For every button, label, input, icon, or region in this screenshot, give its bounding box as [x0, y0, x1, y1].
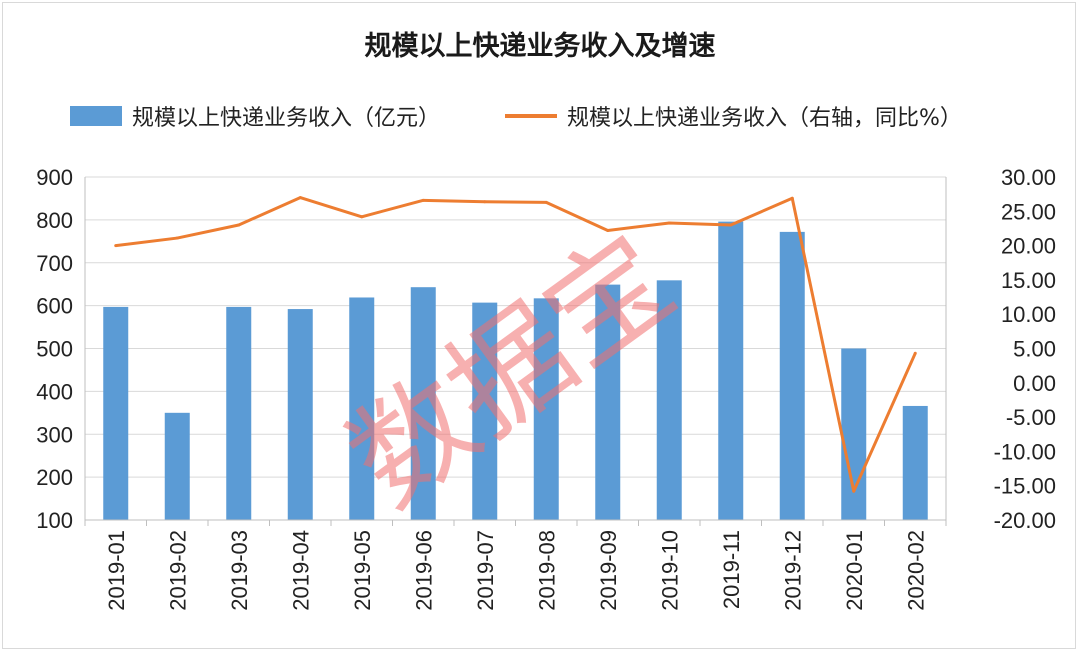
y-left-tick-label: 300	[36, 422, 73, 447]
y-right-tick-label: 20.00	[1001, 234, 1056, 259]
x-tick-label: 2019-10	[657, 530, 682, 611]
y-left-tick-label: 800	[36, 208, 73, 233]
y-left-tick-label: 900	[36, 165, 73, 190]
bar	[595, 284, 621, 520]
line-point	[298, 196, 302, 200]
bar	[349, 297, 375, 520]
bar	[718, 221, 744, 520]
line-point	[852, 489, 856, 493]
x-tick-label: 2019-08	[534, 530, 559, 611]
x-tick-label: 2019-09	[596, 530, 621, 611]
y-right-tick-label: 0.00	[1013, 371, 1056, 396]
axes	[84, 177, 947, 526]
x-tick-label: 2019-11	[719, 530, 744, 609]
y-right-tick-label: -5.00	[1006, 405, 1056, 430]
x-tick-label: 2019-01	[104, 530, 129, 611]
line-point	[114, 244, 118, 248]
chart-title: 规模以上快递业务收入及增速	[364, 31, 716, 62]
y-right-ticks: -20.00 -15.00 -10.00 -5.00 0.00 5.00 10.00 15.0…	[994, 165, 1056, 533]
legend-line-label: 规模以上快递业务收入（右轴，同比%）	[567, 106, 962, 131]
x-tick-label: 2019-06	[411, 530, 436, 611]
bar	[533, 298, 559, 520]
y-right-tick-label: -15.00	[994, 474, 1056, 499]
y-right-tick-label: -10.00	[994, 439, 1056, 464]
y-right-tick-label: 10.00	[1001, 302, 1056, 327]
watermark: 数据宝	[325, 209, 698, 533]
legend-bar-swatch	[70, 106, 122, 126]
y-left-tick-label: 400	[36, 379, 73, 404]
line-point	[360, 215, 364, 219]
bar	[226, 306, 252, 520]
line-point	[729, 223, 733, 227]
bar	[164, 412, 190, 520]
bar	[902, 405, 928, 520]
legend-item-bar: 规模以上快递业务收入（亿元）	[70, 100, 440, 132]
line-point	[544, 200, 548, 204]
legend: 规模以上快递业务收入（亿元） 规模以上快递业务收入（右轴，同比%）	[0, 100, 1080, 134]
y-left-tick-label: 200	[36, 465, 73, 490]
bar	[103, 306, 129, 520]
y-right-tick-label: 5.00	[1013, 337, 1056, 362]
bar	[779, 231, 805, 520]
bar	[472, 302, 498, 520]
bar	[410, 287, 436, 520]
y-left-tick-label: 700	[36, 251, 73, 276]
x-tick-label: 2019-02	[165, 530, 190, 611]
bar	[656, 280, 682, 520]
line-point	[790, 196, 794, 200]
line-point	[237, 223, 241, 227]
y-left-tick-label: 500	[36, 337, 73, 362]
line-point	[483, 200, 487, 204]
y-left-ticks: 100 200 300 400 500 600 700 800 900	[36, 165, 73, 533]
line-point	[175, 236, 179, 240]
bar	[841, 348, 867, 520]
legend-item-line: 规模以上快递业务收入（右轴，同比%）	[505, 100, 962, 132]
x-tick-label: 2020-01	[842, 530, 867, 611]
legend-bar-label: 规模以上快递业务收入（亿元）	[132, 106, 441, 131]
bar-series	[103, 221, 928, 520]
line-point	[913, 351, 917, 355]
x-tick-label: 2019-07	[473, 530, 498, 611]
line-point	[606, 229, 610, 233]
legend-line-swatch	[505, 114, 557, 118]
y-left-tick-label: 600	[36, 294, 73, 319]
y-right-tick-label: 15.00	[1001, 268, 1056, 293]
y-right-tick-label: 25.00	[1001, 199, 1056, 224]
x-tick-label: 2019-05	[350, 530, 375, 611]
bar	[287, 309, 313, 520]
x-tick-label: 2020-02	[903, 530, 928, 611]
x-tick-label: 2019-03	[227, 530, 252, 611]
y-right-tick-label: -20.00	[994, 508, 1056, 533]
y-right-tick-label: 30.00	[1001, 165, 1056, 190]
line-point	[421, 198, 425, 202]
line-point	[667, 221, 671, 225]
x-tick-label: 2019-12	[780, 530, 805, 611]
line-series	[114, 196, 917, 493]
y-left-tick-label: 100	[36, 508, 73, 533]
x-ticks: 2019-01 2019-02 2019-03 2019-04 2019-05 2019-…	[104, 530, 929, 611]
line-path	[115, 196, 917, 493]
x-tick-label: 2019-04	[288, 530, 313, 611]
